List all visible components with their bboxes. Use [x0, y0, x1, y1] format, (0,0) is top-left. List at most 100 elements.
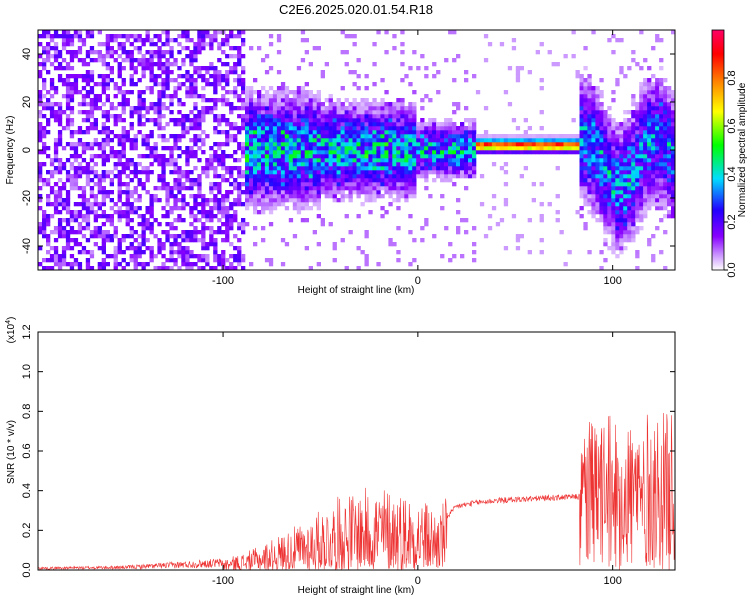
spectrogram-cell — [121, 126, 126, 131]
spectrogram-cell — [444, 122, 449, 127]
spectrogram-cell — [440, 142, 445, 147]
spectrogram-cell — [627, 198, 632, 203]
spectrogram-cell — [97, 262, 102, 267]
spectrogram-cell — [137, 118, 142, 123]
spectrogram-cell — [348, 162, 353, 167]
spectrogram-cell — [165, 58, 170, 63]
spectrogram-cell — [412, 142, 417, 147]
spectrogram-cell — [324, 174, 329, 179]
spectrogram-cell — [368, 166, 373, 171]
spectrogram-cell — [651, 74, 656, 79]
spectrogram-cell — [316, 166, 321, 171]
spectrogram-cell — [280, 150, 286, 155]
spectrogram-cell — [332, 170, 337, 175]
spectrogram-cell — [53, 158, 59, 163]
spectrogram-cell — [603, 158, 608, 163]
spectrogram-cell — [296, 86, 302, 91]
spectrogram-cell — [81, 218, 87, 223]
spectrogram-cell — [201, 46, 206, 51]
spectrogram-cell — [400, 142, 405, 147]
spectrogram-cell — [117, 114, 122, 119]
spectrogram-cell — [65, 34, 71, 39]
spectrogram-cell — [396, 114, 401, 119]
spectrogram-cell — [205, 258, 210, 263]
spectrogram-cell — [189, 86, 194, 91]
spectrogram-cell — [619, 234, 624, 239]
spectrogram-cell — [376, 158, 381, 163]
spectrogram-cell — [555, 62, 560, 67]
spectrogram-cell — [436, 154, 441, 159]
spectrogram-cell — [416, 162, 421, 167]
spectrogram-cell — [69, 142, 75, 147]
spectrogram-cell — [448, 166, 453, 171]
spectrogram-cell — [61, 230, 67, 235]
spectrogram-cell — [659, 134, 664, 139]
spectrogram-cell — [213, 230, 218, 235]
spectrogram-cell — [205, 30, 210, 35]
spectrogram-cell — [408, 170, 413, 175]
spectrogram-cell — [276, 194, 282, 199]
spectrogram-cell — [595, 142, 600, 147]
spectrogram-cell — [432, 134, 437, 139]
spectrogram-cell — [639, 106, 644, 111]
spectrogram-cell — [117, 262, 122, 267]
spectrogram-cell — [157, 118, 162, 123]
spectrogram-cell — [42, 34, 47, 39]
spectrogram-cell — [245, 202, 250, 207]
spectrogram-cell — [233, 182, 238, 187]
spectrogram-cell — [627, 230, 632, 235]
spectrogram-cell — [603, 122, 608, 127]
spectrogram-cell — [671, 114, 675, 119]
spectrogram-cell — [308, 138, 313, 143]
spectrogram-cell — [181, 130, 186, 135]
spectrogram-cell — [364, 134, 369, 139]
spectrogram-cell — [237, 34, 242, 39]
spectrogram-cell — [93, 138, 98, 143]
spectrogram-cell — [38, 166, 43, 171]
spectrogram-cell — [440, 150, 445, 155]
spectrogram-cell — [444, 118, 449, 123]
spectrogram-cell — [229, 126, 234, 131]
spectrogram-cell — [511, 118, 517, 123]
spectrogram-cell — [264, 70, 270, 75]
spectrogram-cell — [221, 210, 226, 215]
spectrogram-cell — [280, 262, 286, 267]
spectrogram-cell — [157, 174, 162, 179]
spectrogram-cell — [257, 166, 262, 171]
spectrogram-cell — [189, 194, 194, 199]
spectrogram-cell — [595, 110, 600, 115]
spectrogram-cell — [643, 166, 648, 171]
spectrogram-cell — [221, 50, 226, 55]
spectrogram-cell — [392, 150, 397, 155]
spectrogram-cell — [615, 254, 620, 259]
spectrogram-cell — [324, 130, 329, 135]
spectrogram-cell — [65, 174, 71, 179]
spectrogram-cell — [229, 102, 234, 107]
spectrogram-cell — [376, 186, 381, 191]
spectrogram-cell — [639, 154, 644, 159]
spectrogram-cell — [623, 198, 628, 203]
spectrogram-cell — [400, 182, 405, 187]
spectrogram-cell — [663, 214, 668, 219]
spectrogram-cell — [201, 86, 206, 91]
spectrogram-cell — [392, 166, 397, 171]
spectrogram-cell — [284, 126, 290, 131]
spectrogram-cell — [264, 90, 270, 95]
spectrogram-cell — [356, 138, 361, 143]
spectrogram-cell — [599, 90, 604, 95]
spectrogram-cell — [587, 126, 592, 131]
spectrogram-cell — [77, 162, 83, 167]
spectrogram-cell — [619, 166, 624, 171]
spectrogram-cell — [296, 114, 302, 119]
spectrogram-cell — [292, 90, 298, 95]
spectrogram-cell — [635, 214, 640, 219]
spectrogram-cell — [444, 154, 449, 159]
spectrogram-cell — [105, 126, 110, 131]
spectrogram-cell — [153, 198, 158, 203]
spectrogram-cell — [173, 198, 178, 203]
spectrogram-cell — [623, 74, 628, 79]
spectrogram-cell — [57, 34, 63, 39]
spectrogram-cell — [38, 170, 43, 175]
spectrogram-cell — [304, 194, 309, 199]
spectrogram-cell — [69, 186, 75, 191]
